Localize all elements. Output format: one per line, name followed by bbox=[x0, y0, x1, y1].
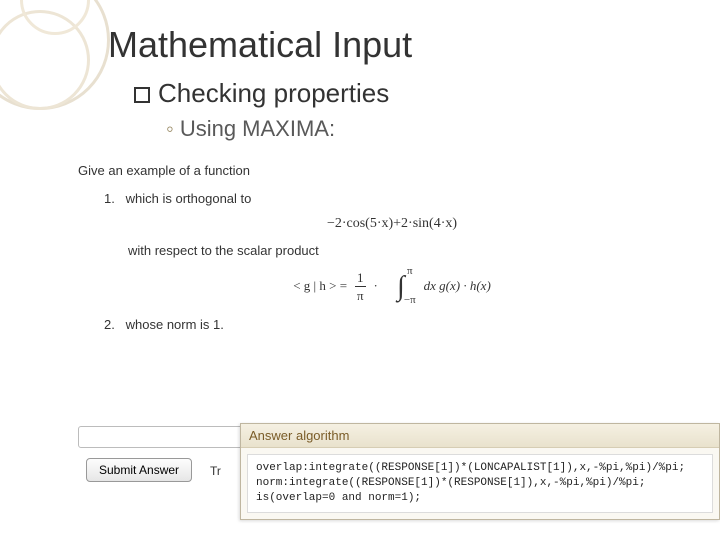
scalar-product-formula: < g | h > = 1 π · π ∫ −π dx g(x) · h(x) bbox=[104, 266, 680, 306]
fraction: 1 π bbox=[355, 271, 366, 302]
integral-upper: π bbox=[407, 266, 413, 277]
algorithm-panel-header: Answer algorithm bbox=[241, 424, 719, 448]
item-text: whose norm is 1. bbox=[126, 317, 224, 332]
question-lead: Give an example of a function bbox=[78, 162, 680, 180]
item-text: which is orthogonal to bbox=[126, 191, 252, 206]
fraction-numerator: 1 bbox=[355, 271, 366, 287]
orthogonal-formula: −2·cos(5·x)+2·sin(4·x) bbox=[104, 214, 680, 234]
tries-label: Tr bbox=[210, 464, 221, 478]
scalar-lhs: < g | h > = bbox=[293, 277, 347, 295]
integrand: dx g(x) · h(x) bbox=[424, 277, 491, 295]
page-title: Mathematical Input bbox=[108, 24, 412, 66]
list-item: 1. which is orthogonal to −2·cos(5·x)+2·… bbox=[104, 190, 680, 306]
sub-subtitle-text: Using MAXIMA: bbox=[180, 116, 335, 141]
subtitle-text: Checking properties bbox=[158, 78, 389, 108]
question-block: Give an example of a function 1. which i… bbox=[78, 162, 680, 342]
integral-icon: π ∫ −π bbox=[386, 266, 416, 306]
list-item: 2. whose norm is 1. bbox=[104, 316, 680, 334]
integral-lower: −π bbox=[404, 295, 416, 306]
question-list: 1. which is orthogonal to −2·cos(5·x)+2·… bbox=[104, 190, 680, 334]
item-number: 1. bbox=[104, 190, 122, 208]
algorithm-code: overlap:integrate((RESPONSE[1])*(LONCAPA… bbox=[247, 454, 713, 513]
subtitle: Checking properties bbox=[134, 78, 389, 109]
fraction-denominator: π bbox=[357, 287, 364, 302]
item-number: 2. bbox=[104, 316, 122, 334]
algorithm-panel: Answer algorithm overlap:integrate((RESP… bbox=[240, 423, 720, 520]
submit-answer-button[interactable]: Submit Answer bbox=[86, 458, 192, 482]
sub-subtitle: ◦Using MAXIMA: bbox=[166, 116, 335, 142]
item-tail: with respect to the scalar product bbox=[128, 242, 680, 260]
slide: Mathematical Input Checking properties ◦… bbox=[0, 0, 720, 540]
circle-bullet-icon: ◦ bbox=[166, 116, 174, 141]
corner-decoration bbox=[0, 0, 140, 140]
square-bullet-icon bbox=[134, 87, 150, 103]
